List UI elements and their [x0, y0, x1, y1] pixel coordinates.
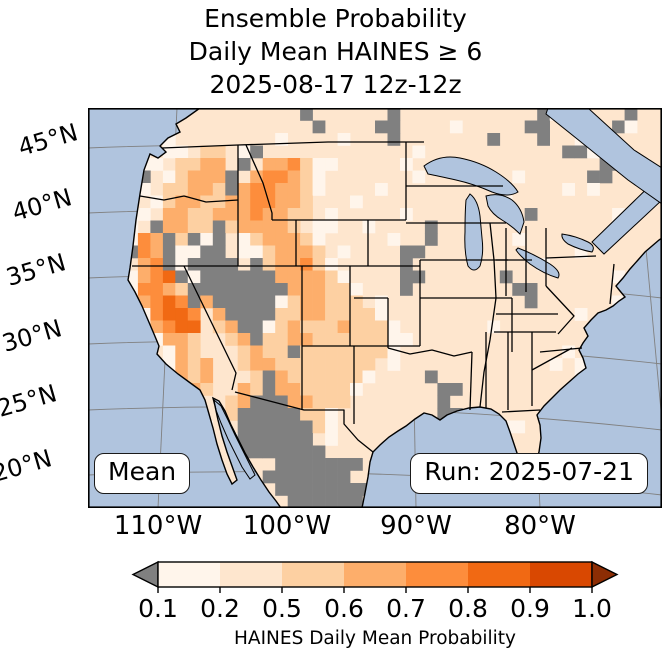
colorbar-tick-label: 0.7	[386, 594, 426, 623]
lat-tick-label: 45°N	[15, 118, 81, 162]
conus-probability-map	[88, 108, 662, 508]
colorbar-tick-label: 0.5	[262, 594, 302, 623]
colorbar-tick-label: 0.9	[510, 594, 550, 623]
colorbar-tick-label: 0.1	[138, 594, 178, 623]
lon-tick-label: 100°W	[242, 511, 332, 541]
lat-tick-label: 40°N	[9, 183, 75, 227]
lon-tick-label: 90°W	[380, 511, 452, 541]
colorbar-tick-label: 0.2	[200, 594, 240, 623]
map-panel	[88, 108, 662, 508]
colorbar-tick-label: 1.0	[572, 594, 612, 623]
title-line-1: Ensemble Probability	[204, 4, 467, 33]
title-line-2: Daily Mean HAINES ≥ 6	[188, 37, 483, 66]
colorbar-gradient	[131, 560, 619, 593]
run-date-badge: Run: 2025-07-21	[410, 453, 648, 494]
lat-tick-label: 20°N	[0, 444, 55, 488]
colorbar-tick-label: 0.8	[448, 594, 488, 623]
colorbar-caption: HAINES Daily Mean Probability	[234, 628, 516, 649]
lon-tick-label: 80°W	[504, 511, 576, 541]
figure-title: Ensemble Probability Daily Mean HAINES ≥…	[0, 2, 671, 101]
lat-tick-label: 35°N	[3, 248, 69, 292]
colorbar-tick-label: 0.6	[324, 594, 364, 623]
statistic-badge: Mean	[94, 453, 191, 494]
title-line-3: 2025-08-17 12z-12z	[209, 70, 462, 99]
colorbar	[120, 556, 632, 596]
lat-tick-label: 25°N	[0, 379, 60, 423]
lon-tick-label: 110°W	[113, 511, 203, 541]
lat-tick-label: 30°N	[0, 314, 65, 358]
